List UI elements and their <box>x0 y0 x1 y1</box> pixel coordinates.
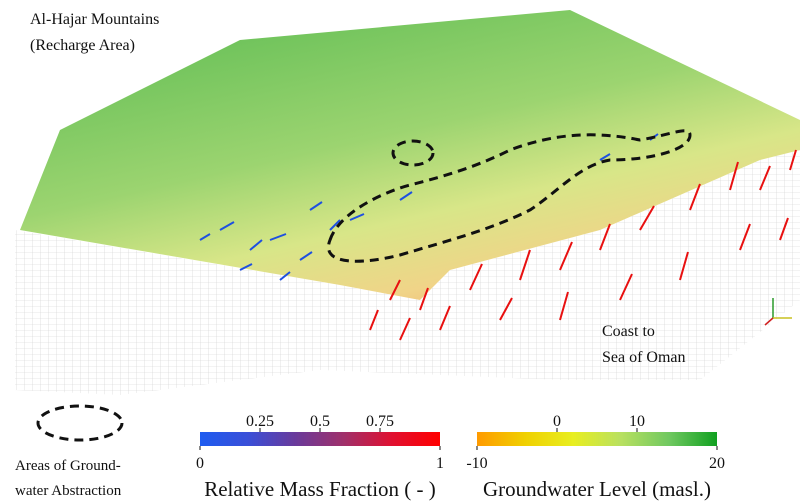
tick-label: 1 <box>436 455 444 472</box>
tick-label: 20 <box>709 455 725 472</box>
legend-label: Areas of Ground- <box>15 458 121 474</box>
legend-label: water Abstraction <box>15 483 122 499</box>
colorbar-title: Groundwater Level (masl.) <box>483 477 711 501</box>
tick-label: 0 <box>553 413 561 430</box>
tick-label: 10 <box>629 413 645 430</box>
tick-label: 0.5 <box>310 413 330 430</box>
model-render <box>15 10 800 442</box>
label: (Recharge Area) <box>30 37 135 54</box>
label: Coast to <box>602 323 655 340</box>
tick-label: 0.75 <box>366 413 394 430</box>
label: Al-Hajar Mountains <box>30 11 159 28</box>
colorbar <box>477 432 717 446</box>
tick-label: 0 <box>196 455 204 472</box>
tick-label: 0.25 <box>246 413 274 430</box>
tick-label: -10 <box>466 455 487 472</box>
label: Sea of Oman <box>602 349 686 366</box>
colorbar <box>200 432 440 446</box>
colorbar-title: Relative Mass Fraction ( - ) <box>204 477 436 501</box>
